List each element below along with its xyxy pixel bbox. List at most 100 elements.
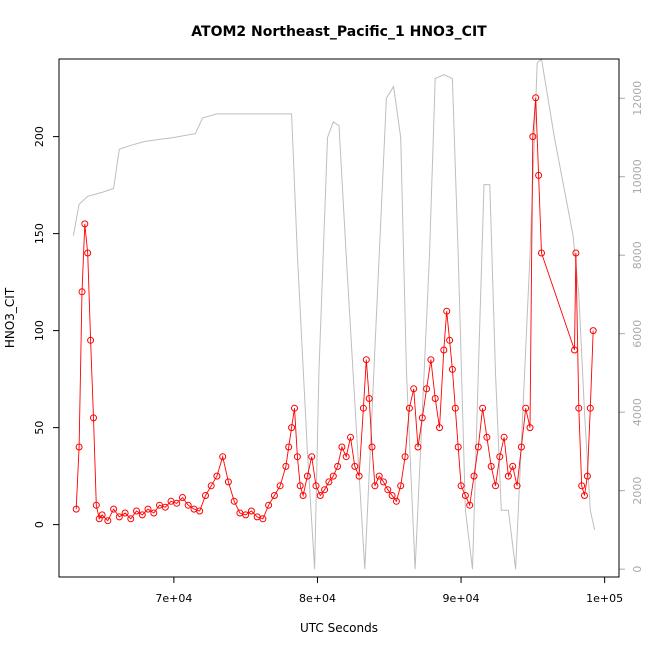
series-0-point	[581, 492, 588, 499]
y2-tick-label: 6000	[631, 320, 644, 348]
series-0-point	[312, 482, 320, 490]
series-0-point	[296, 482, 304, 490]
series-0-point	[98, 511, 106, 519]
chart-title: ATOM2 Northeast_Pacific_1 HNO3_CIT	[191, 24, 487, 40]
series-0-point	[461, 492, 469, 499]
series-0-point	[321, 486, 329, 494]
series-0-point	[133, 507, 140, 515]
series-0-point	[470, 472, 478, 480]
series-0-point	[362, 356, 370, 364]
series-0-point	[572, 249, 580, 257]
series-0-point	[259, 515, 267, 523]
series-0-point	[342, 453, 350, 461]
y2-tick-label: 4000	[631, 398, 644, 426]
series-0-point	[316, 492, 324, 499]
series-0-point	[121, 509, 129, 517]
series-0-point	[401, 453, 409, 461]
series-0-point	[179, 494, 186, 501]
series-0-point	[466, 501, 474, 509]
series-0-point	[571, 346, 578, 354]
y-tick-label: 50	[33, 421, 46, 435]
series-0-point	[359, 404, 367, 412]
series-0-point	[276, 482, 284, 490]
x-tick-label: 8e+04	[299, 592, 336, 605]
series-0-point	[479, 404, 487, 412]
series-0-point	[496, 453, 504, 461]
series-0-point	[410, 385, 418, 393]
series-0-point	[202, 492, 209, 499]
series-0-point	[213, 472, 221, 480]
series-0-point	[522, 404, 530, 412]
series-0-point	[384, 486, 392, 494]
gray-series-layer	[72, 58, 596, 570]
series-0-point	[78, 288, 86, 296]
series-0-point	[110, 505, 118, 513]
series-0-point	[405, 404, 413, 412]
series-0-point	[81, 220, 89, 228]
y2-tick-label: 12000	[631, 81, 644, 116]
y-tick-label: 0	[33, 521, 46, 528]
series-0-point	[334, 462, 342, 470]
series-0-point	[196, 507, 204, 515]
series-0-point	[368, 443, 376, 451]
series-0-point	[150, 509, 158, 517]
series-0-point	[265, 501, 273, 509]
series-0-point	[144, 505, 152, 513]
series-0-point	[586, 404, 594, 412]
series-0-point	[371, 482, 379, 490]
series-0-point	[173, 499, 181, 507]
series-0-point	[184, 501, 192, 509]
series-0-point	[230, 497, 238, 505]
series-0-point	[308, 453, 316, 461]
series-0-point	[575, 404, 583, 412]
x-axis-label: UTC Seconds	[300, 621, 378, 635]
series-0-point	[127, 515, 135, 523]
series-0-point	[451, 404, 459, 412]
series-0-point	[75, 443, 83, 451]
series-0-point	[207, 482, 215, 490]
series-0-point	[500, 433, 508, 441]
series-0-point	[388, 492, 396, 499]
series-0-point	[446, 336, 454, 344]
series-0-point	[138, 511, 146, 519]
series-0-line	[75, 97, 594, 522]
y2-tick-label: 0	[631, 566, 644, 573]
series-0-point	[282, 462, 290, 470]
series-1-line	[72, 58, 596, 570]
series-0-point	[355, 472, 363, 480]
series-0-point	[423, 385, 431, 393]
series-0-point	[443, 307, 451, 315]
series-0-point	[529, 133, 537, 141]
series-0-point	[535, 171, 543, 179]
x-tick-label: 9e+04	[443, 592, 480, 605]
series-0-point	[247, 507, 255, 515]
series-0-point	[242, 511, 250, 519]
series-0-point	[380, 478, 387, 486]
series-0-point	[329, 472, 337, 480]
series-0-point	[338, 443, 346, 451]
y-tick-label: 150	[33, 223, 46, 244]
series-0-point	[436, 424, 443, 432]
series-0-point	[431, 395, 439, 402]
series-0-point	[418, 414, 426, 422]
series-0-point	[538, 249, 545, 257]
series-0-point	[532, 94, 540, 102]
series-0-point	[397, 482, 405, 490]
series-0-point	[347, 433, 354, 441]
series-0-point	[509, 462, 517, 470]
series-0-point	[474, 443, 482, 451]
series-0-point	[457, 482, 465, 490]
y-tick-label: 200	[33, 126, 46, 147]
series-0-point	[303, 472, 311, 480]
series-0-point	[414, 443, 422, 451]
series-0-point	[513, 482, 521, 490]
y2-tick-label: 10000	[631, 159, 644, 194]
series-0-point	[440, 346, 448, 354]
series-0-point	[92, 501, 100, 509]
red-series-layer	[72, 94, 597, 525]
series-0-point	[299, 492, 307, 499]
series-0-point	[483, 433, 491, 441]
series-0-point	[325, 478, 333, 486]
series-0-point	[392, 497, 400, 505]
